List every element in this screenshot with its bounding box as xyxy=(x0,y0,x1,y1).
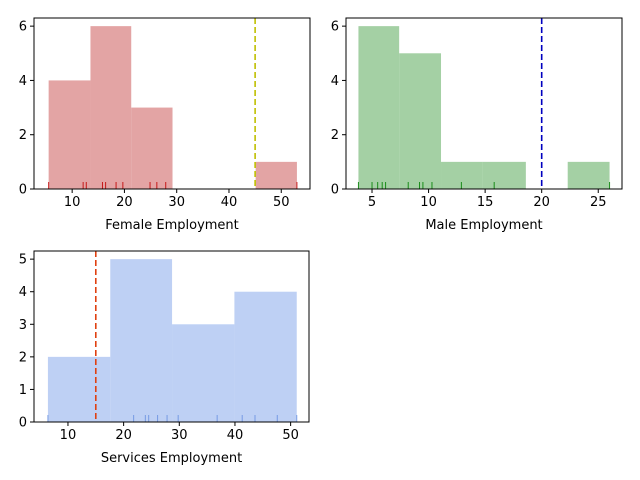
male-y-tick-label: 6 xyxy=(331,20,339,35)
services-x-axis-label: Services Employment xyxy=(101,451,242,466)
male-histogram-bar xyxy=(441,161,483,189)
male-histogram-bar xyxy=(567,161,610,189)
male-x-tick-label: 20 xyxy=(533,195,550,210)
services-x-tick-label: 30 xyxy=(171,428,188,443)
services-y-tick-label: 2 xyxy=(19,350,27,365)
services-y-tick-label: 1 xyxy=(19,383,27,398)
services-histogram-bar xyxy=(47,356,111,422)
male-x-axis-label: Male Employment xyxy=(425,218,542,233)
services-employment-panel: 10 20 30 40 50 0 1 2 3 4 5 Services Employment xyxy=(19,250,310,466)
male-axes-frame xyxy=(345,17,623,190)
services-x-tick-label: 40 xyxy=(227,428,244,443)
male-y-tick-label: 0 xyxy=(331,183,339,198)
female-x-tick-label: 10 xyxy=(64,195,81,210)
services-x-tick-label: 50 xyxy=(282,428,299,443)
services-y-tick-label: 3 xyxy=(19,318,27,333)
services-y-tick-label: 5 xyxy=(19,253,27,268)
female-histogram-bar xyxy=(90,26,132,190)
services-x-tick-label: 10 xyxy=(60,428,77,443)
female-employment-panel: 10 20 30 40 50 0 2 4 6 Female Employment xyxy=(19,17,311,233)
male-histogram-bar xyxy=(358,26,400,190)
female-x-tick-label: 50 xyxy=(273,195,290,210)
services-histogram-bar xyxy=(234,291,297,422)
services-y-tick-label: 4 xyxy=(19,285,27,300)
male-x-tick-label: 10 xyxy=(420,195,437,210)
male-histogram-bar xyxy=(399,53,442,190)
female-y-tick-label: 6 xyxy=(19,20,27,35)
male-x-tick-label: 15 xyxy=(477,195,494,210)
female-y-tick-label: 0 xyxy=(19,183,27,198)
male-x-tick-label: 25 xyxy=(590,195,607,210)
male-y-tick-label: 2 xyxy=(331,128,339,143)
female-histogram-bar xyxy=(131,107,173,189)
female-x-tick-label: 40 xyxy=(221,195,238,210)
female-y-tick-label: 2 xyxy=(19,128,27,143)
services-x-tick-label: 20 xyxy=(115,428,132,443)
female-histogram-bar xyxy=(48,80,91,189)
services-axes-frame xyxy=(33,250,310,423)
male-x-tick-label: 5 xyxy=(368,195,376,210)
services-histogram-bar xyxy=(110,259,173,422)
services-y-tick-label: 0 xyxy=(19,416,27,431)
female-x-axis-label: Female Employment xyxy=(105,218,239,233)
male-employment-panel: 5 10 15 20 25 0 2 4 6 Male Employment xyxy=(331,17,623,233)
services-histogram-bar xyxy=(172,324,235,422)
female-histogram-bar xyxy=(255,161,297,189)
male-histogram-bar xyxy=(482,161,526,189)
female-y-tick-label: 4 xyxy=(19,74,27,89)
male-y-tick-label: 4 xyxy=(331,74,339,89)
female-axes-frame xyxy=(33,17,311,190)
female-x-tick-label: 20 xyxy=(116,195,133,210)
female-x-tick-label: 30 xyxy=(168,195,185,210)
